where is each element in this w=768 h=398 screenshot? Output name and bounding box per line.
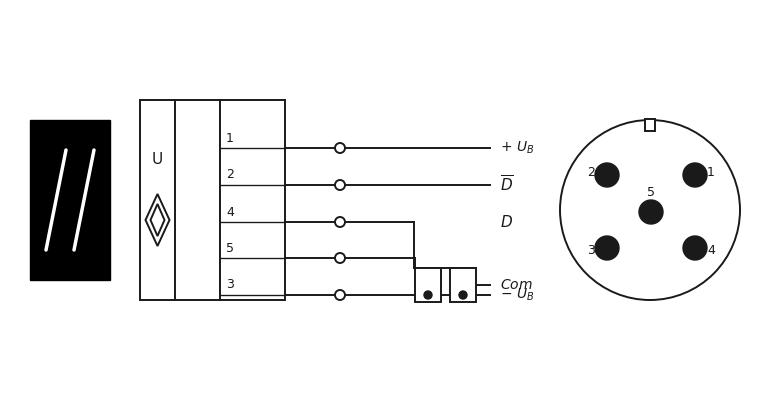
Text: 1: 1 — [226, 131, 234, 144]
Text: $D$: $D$ — [500, 214, 513, 230]
Bar — [30, 120, 110, 280]
Bar — [645, 119, 655, 131]
Bar — [220, 100, 285, 300]
Text: 1: 1 — [707, 166, 715, 179]
Circle shape — [459, 291, 467, 299]
Circle shape — [595, 163, 619, 187]
Text: 4: 4 — [226, 205, 234, 219]
Bar — [450, 268, 476, 302]
Circle shape — [639, 200, 663, 224]
Circle shape — [335, 180, 345, 190]
Text: 4: 4 — [707, 244, 715, 256]
Polygon shape — [151, 204, 164, 236]
Circle shape — [335, 143, 345, 153]
Text: 2: 2 — [587, 166, 595, 179]
Circle shape — [560, 120, 740, 300]
Circle shape — [683, 236, 707, 260]
Text: 5: 5 — [647, 185, 655, 199]
Text: $Com$: $Com$ — [500, 278, 533, 292]
Text: $\overline{D}$: $\overline{D}$ — [500, 175, 514, 195]
Text: $-\ U_B$: $-\ U_B$ — [500, 287, 535, 303]
Circle shape — [424, 291, 432, 299]
Polygon shape — [145, 194, 170, 246]
Circle shape — [335, 290, 345, 300]
Circle shape — [683, 163, 707, 187]
Text: 3: 3 — [587, 244, 595, 256]
Circle shape — [335, 253, 345, 263]
Text: $+\ U_B$: $+\ U_B$ — [500, 140, 535, 156]
Text: U: U — [152, 152, 163, 168]
Circle shape — [595, 236, 619, 260]
Text: 2: 2 — [226, 168, 234, 181]
Circle shape — [335, 217, 345, 227]
Bar — [140, 100, 220, 300]
Text: 5: 5 — [226, 242, 234, 254]
Bar — [415, 268, 441, 302]
Text: 3: 3 — [226, 279, 234, 291]
